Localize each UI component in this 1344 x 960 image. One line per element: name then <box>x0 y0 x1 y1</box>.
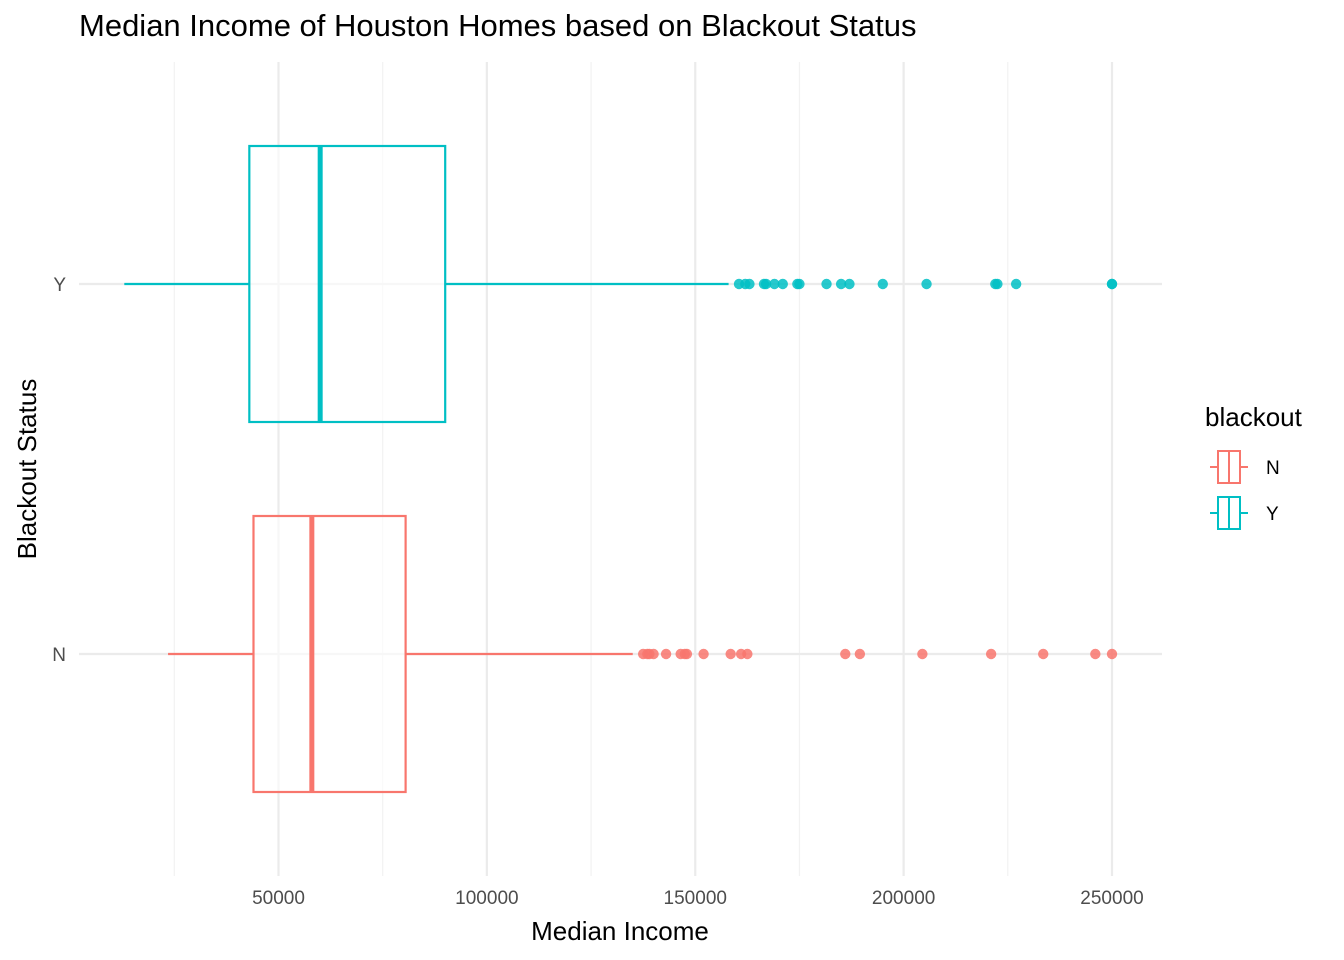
outlier-point <box>877 278 888 290</box>
outlier-point <box>844 278 855 290</box>
outlier-point <box>921 278 932 290</box>
x-tick-label: 50000 <box>252 888 305 909</box>
outlier-point <box>840 648 851 660</box>
outlier-point <box>681 648 693 660</box>
outlier-point <box>660 648 672 660</box>
chart-title: Median Income of Houston Homes based on … <box>79 8 917 43</box>
box-iqr <box>252 514 407 794</box>
outlier-point <box>777 278 788 290</box>
y-tick-label: Y <box>53 275 66 296</box>
outlier-point <box>760 278 772 290</box>
boxplot-N <box>168 514 1118 794</box>
tick-layer: 50000 100000 150000 200000 250000 N Y <box>52 275 1143 909</box>
x-tick-label: 100000 <box>455 888 518 909</box>
x-tick-label: 200000 <box>872 888 935 909</box>
y-axis-title: Blackout Status <box>12 379 42 560</box>
outlier-point <box>769 278 780 290</box>
legend-key-N <box>1210 450 1248 484</box>
outlier-point <box>985 648 997 660</box>
outlier-point <box>698 648 709 660</box>
outlier-point <box>1038 648 1049 660</box>
outlier-point <box>648 648 659 660</box>
outlier-point <box>835 278 847 290</box>
grid-layer <box>79 62 1162 876</box>
outlier-point <box>854 648 866 660</box>
outlier-point <box>1090 648 1101 660</box>
boxplot-Y <box>124 144 1118 424</box>
outlier-point <box>1106 648 1118 660</box>
outlier-point <box>794 278 805 290</box>
outlier-point <box>725 648 736 660</box>
outlier-point <box>1106 278 1118 290</box>
x-tick-label: 150000 <box>664 888 727 909</box>
outlier-point <box>742 648 753 660</box>
box-iqr <box>248 144 447 424</box>
outlier-point <box>821 278 832 290</box>
legend-title: blackout <box>1205 402 1303 432</box>
outlier-point <box>744 278 755 290</box>
outlier-point <box>992 278 1003 290</box>
legend: blackout N Y <box>1205 402 1303 530</box>
legend-key-Y <box>1210 496 1248 530</box>
y-tick-label: N <box>52 645 66 666</box>
outlier-point <box>1010 278 1022 290</box>
legend-label: N <box>1266 458 1280 479</box>
outlier-point <box>917 648 928 660</box>
x-tick-label: 250000 <box>1080 888 1143 909</box>
x-axis-title: Median Income <box>531 916 709 946</box>
box-layer <box>124 144 1118 794</box>
legend-label: Y <box>1266 504 1279 525</box>
